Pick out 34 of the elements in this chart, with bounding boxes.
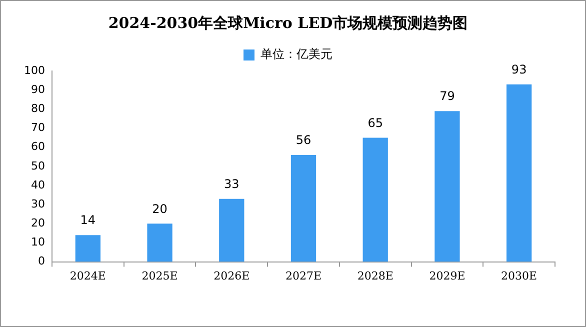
data-label: 93 [511,62,527,76]
y-tick-label: 60 [30,140,45,154]
y-tick-label: 20 [30,216,45,230]
chart-title: 2024-2030年全球Micro LED市场规模预测趋势图 [108,14,468,32]
bar [506,84,532,262]
legend-label: 单位：亿美元 [260,47,332,62]
bar [362,138,388,262]
y-tick-label: 30 [30,197,45,210]
data-label: 14 [80,213,96,228]
y-tick-label: 40 [30,178,45,192]
data-label: 56 [296,133,312,148]
y-tick-label: 90 [30,82,45,96]
bar [434,111,460,262]
data-label: 20 [152,202,168,216]
bar [219,198,244,262]
x-tick-label: 2026E [214,269,250,282]
data-label: 79 [440,89,455,104]
x-tick-label: 2024E [70,269,106,282]
x-tick-label: 2028E [357,269,394,282]
data-label: 65 [368,116,383,130]
bar [147,224,172,262]
y-tick-label: 50 [30,159,45,172]
y-tick-label: 100 [24,64,45,77]
bar [75,235,100,262]
x-tick-label: 2025E [142,269,178,282]
y-tick-label: 70 [30,121,45,134]
x-tick-label: 2030E [501,269,538,282]
data-label: 33 [224,176,240,191]
x-tick-label: 2029E [429,269,466,282]
bar [290,154,316,262]
y-tick-label: 0 [38,254,45,268]
y-tick-label: 10 [30,236,45,249]
x-tick-label: 2027E [285,269,322,282]
y-tick-label: 80 [30,102,45,116]
